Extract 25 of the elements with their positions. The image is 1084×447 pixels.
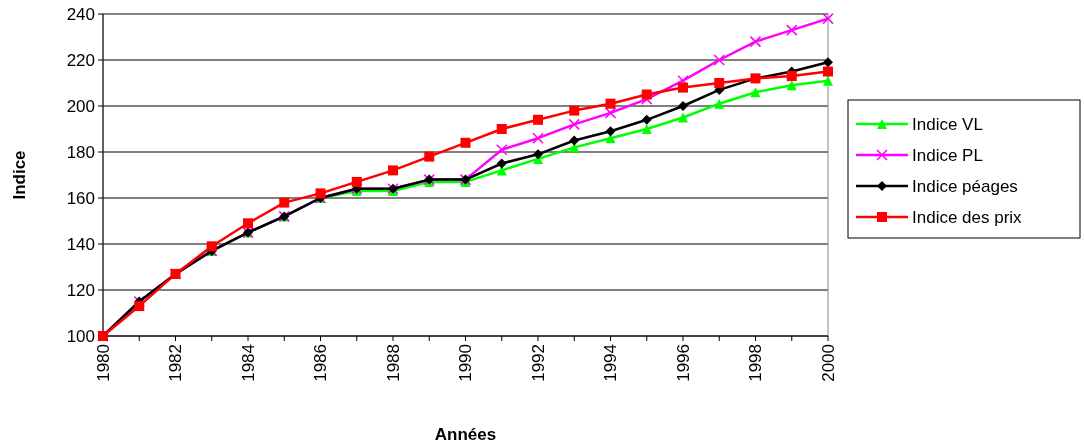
x-tick-label: 1994 [601,344,621,382]
x-tick-label: 1984 [238,344,258,382]
y-tick-label: 180 [66,142,95,162]
y-axis-title: Indice [10,150,29,200]
x-tick-label: 2000 [818,344,838,382]
x-tick-label: 1988 [383,344,403,382]
y-tick-label: 120 [66,280,95,300]
x-tick-label: 1998 [746,344,766,382]
x-tick-label: 1992 [528,344,548,382]
x-tick-label: 1980 [93,344,113,382]
legend-label: Indice péages [912,176,1018,196]
x-axis-title: Années [434,425,497,444]
x-tick-label: 1996 [673,344,693,382]
y-tick-label: 220 [66,50,95,70]
y-tick-label: 160 [66,188,95,208]
x-tick-label: 1982 [166,344,186,382]
y-tick-label: 240 [66,4,95,24]
legend-label: Indice VL [912,114,983,134]
y-tick-label: 100 [66,326,95,346]
x-tick-label: 1986 [311,344,331,382]
legend-label: Indice PL [912,145,983,165]
legend-label: Indice des prix [912,207,1023,227]
x-tick-label: 1990 [456,344,476,382]
y-tick-label: 140 [66,234,95,254]
y-tick-label: 200 [66,96,95,116]
